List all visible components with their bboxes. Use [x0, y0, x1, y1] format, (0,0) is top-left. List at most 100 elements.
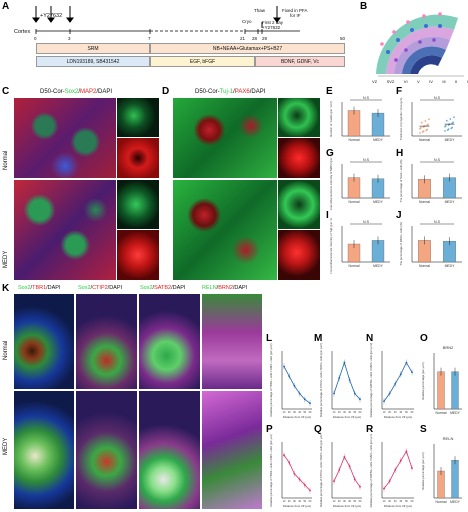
chart-m: Relative percentage of CTIP2+ cells / DA…	[319, 343, 362, 419]
x-tick-label: Normal	[419, 138, 430, 142]
panel-label-b: B	[360, 1, 368, 12]
x-tick-label: 50	[303, 500, 306, 503]
scatter-point	[444, 130, 446, 132]
panel-label-e: E	[326, 86, 333, 97]
panel-label-n: N	[366, 333, 374, 344]
x-tick-label: 20	[288, 500, 291, 503]
k-normal-tbr1	[14, 294, 74, 389]
panel-label-f: F	[396, 86, 403, 97]
x-tick-label: 20	[388, 411, 391, 414]
layer-iii: III	[442, 79, 446, 84]
k-normal-reln	[202, 294, 262, 389]
panel-label-r: R	[366, 424, 374, 435]
k-title-2: Sox2/CTIP2/DAPI	[78, 285, 123, 291]
sig-label: N.S	[434, 220, 441, 224]
c-normal-map2	[117, 138, 159, 178]
x-tick-label: 60	[411, 500, 414, 503]
x-tick-label: 30	[293, 411, 296, 414]
d-medy-tuj1	[278, 180, 320, 229]
panel-label-h: H	[396, 148, 404, 159]
x-tick-label: 30	[343, 411, 346, 414]
layer-vi: VI	[403, 79, 408, 84]
x-tick-label: 60	[359, 411, 362, 414]
x-tick-label: MEDY	[450, 500, 461, 504]
x-tick-label: 50	[353, 411, 356, 414]
x-tick-label: 40	[298, 500, 301, 503]
x-tick-label: Normal	[349, 264, 360, 268]
x-axis-label: Distance from VZ (μm)	[283, 504, 311, 508]
x-axis-label: Distance from VZ (μm)	[333, 504, 361, 508]
k-medy-ctip2	[76, 391, 137, 509]
x-tick-label: Normal	[436, 500, 447, 504]
chart-p: Relative percentage of TBR1+ cells / DAP…	[269, 434, 312, 508]
k-medy-reln	[202, 391, 262, 509]
tick-50: 50	[340, 36, 346, 41]
x-tick-label: 60	[309, 411, 312, 414]
panel-label-l: L	[266, 333, 273, 344]
x-tick-label: 60	[309, 500, 312, 503]
x-tick-label: 20	[338, 500, 341, 503]
x-tick-label: Normal	[349, 138, 360, 142]
x-axis-label: Distance from VZ (μm)	[283, 415, 311, 419]
scatter-point	[420, 121, 423, 124]
x-tick-label: 30	[394, 500, 397, 503]
layer-vz: VZ	[372, 79, 378, 84]
chart-l: Relative percentage of TBR1+ cells / DAP…	[269, 343, 312, 419]
chart-g: Immunofluorescence intensity of MAP2 (pe…	[329, 156, 390, 210]
x-tick-label: 50	[303, 411, 306, 414]
x-tick-label: 20	[388, 500, 391, 503]
sig-label: N.S	[434, 96, 441, 100]
y-axis-label: Immunofluorescence intensity of MAP2 (pe…	[329, 156, 333, 210]
scatter-point	[444, 125, 446, 128]
d-normal-merged	[173, 98, 277, 178]
x-tick-label: 10	[333, 411, 336, 414]
cortex-label: Cortex	[14, 29, 31, 35]
bar-medy	[451, 371, 459, 410]
series-line	[383, 361, 413, 402]
c-medy-map2	[117, 230, 159, 280]
k-title-1: Sox2/TBR1/DAPI	[18, 285, 61, 291]
bar-medy	[451, 460, 459, 499]
scatter-point	[428, 118, 430, 121]
d-title: D50-Cor-Tuj-1/PAX6/DAPI	[195, 89, 266, 95]
chart-h: The percentage of Sox2+ cells (%) N.S Norm…	[399, 158, 462, 204]
sig-label: N.S	[434, 158, 441, 162]
k-medy-satb2	[139, 391, 200, 509]
panel-label-i: I	[326, 210, 329, 221]
x-tick-label: 60	[359, 500, 362, 503]
x-tick-label: MEDY	[373, 138, 384, 142]
factor-bdnf: BDNF, GDNF, Vc	[255, 56, 345, 67]
chart-s: Relative percentage (per µm²) RELN Normal M…	[421, 436, 462, 504]
tick-29: 29	[262, 36, 268, 41]
x-tick-label: 40	[348, 500, 351, 503]
x-tick-label: MEDY	[445, 264, 456, 268]
for-if-label: for IF	[290, 13, 301, 18]
scatter-point	[425, 129, 428, 132]
x-tick-label: 40	[399, 411, 402, 414]
chart-n: Relative percentage of SATB2+ cells / DA…	[369, 343, 414, 419]
y-axis-label: Relative percentage of SATB2+ cells / DA…	[369, 434, 373, 507]
panel-label-o: O	[420, 333, 428, 344]
chart-o: Relative percentage (per µm²) BRN2 Normal M…	[421, 345, 462, 415]
bar-normal	[437, 470, 445, 499]
chart-f: Thickness of progenitor zone (μm) N.S Norm…	[399, 96, 462, 142]
k-row-medy: MEDY	[3, 437, 9, 455]
chart-e: Number of rosette (per mm²) N.S Normal MEDY	[329, 96, 390, 142]
y-axis-label: Immunofluorescence intensity of Tuj1 (pe…	[329, 218, 333, 274]
panel-label-p: P	[266, 424, 273, 435]
panel-label-m: M	[314, 333, 323, 344]
chart-j: The percentage of PAX6+ cells (%) N.S Norm…	[399, 220, 462, 268]
x-axis-label: Distance from VZ (μm)	[384, 415, 412, 419]
scatter-point	[447, 124, 450, 126]
cortex-layer-diagram	[376, 12, 464, 77]
x-tick-label: 50	[405, 411, 408, 414]
x-tick-label: Normal	[419, 264, 430, 268]
x-tick-label: MEDY	[445, 200, 456, 204]
y-axis-label: The percentage of Sox2+ cells (%)	[399, 159, 403, 202]
scatter-point	[419, 127, 421, 130]
chart-i: Immunofluorescence intensity of Tuj1 (pe…	[329, 218, 390, 274]
y27632-top: +Y27632	[40, 13, 63, 19]
d-medy-merged	[173, 180, 277, 280]
panel-label-g: G	[326, 148, 334, 159]
chart-title: BRN2	[443, 345, 454, 350]
